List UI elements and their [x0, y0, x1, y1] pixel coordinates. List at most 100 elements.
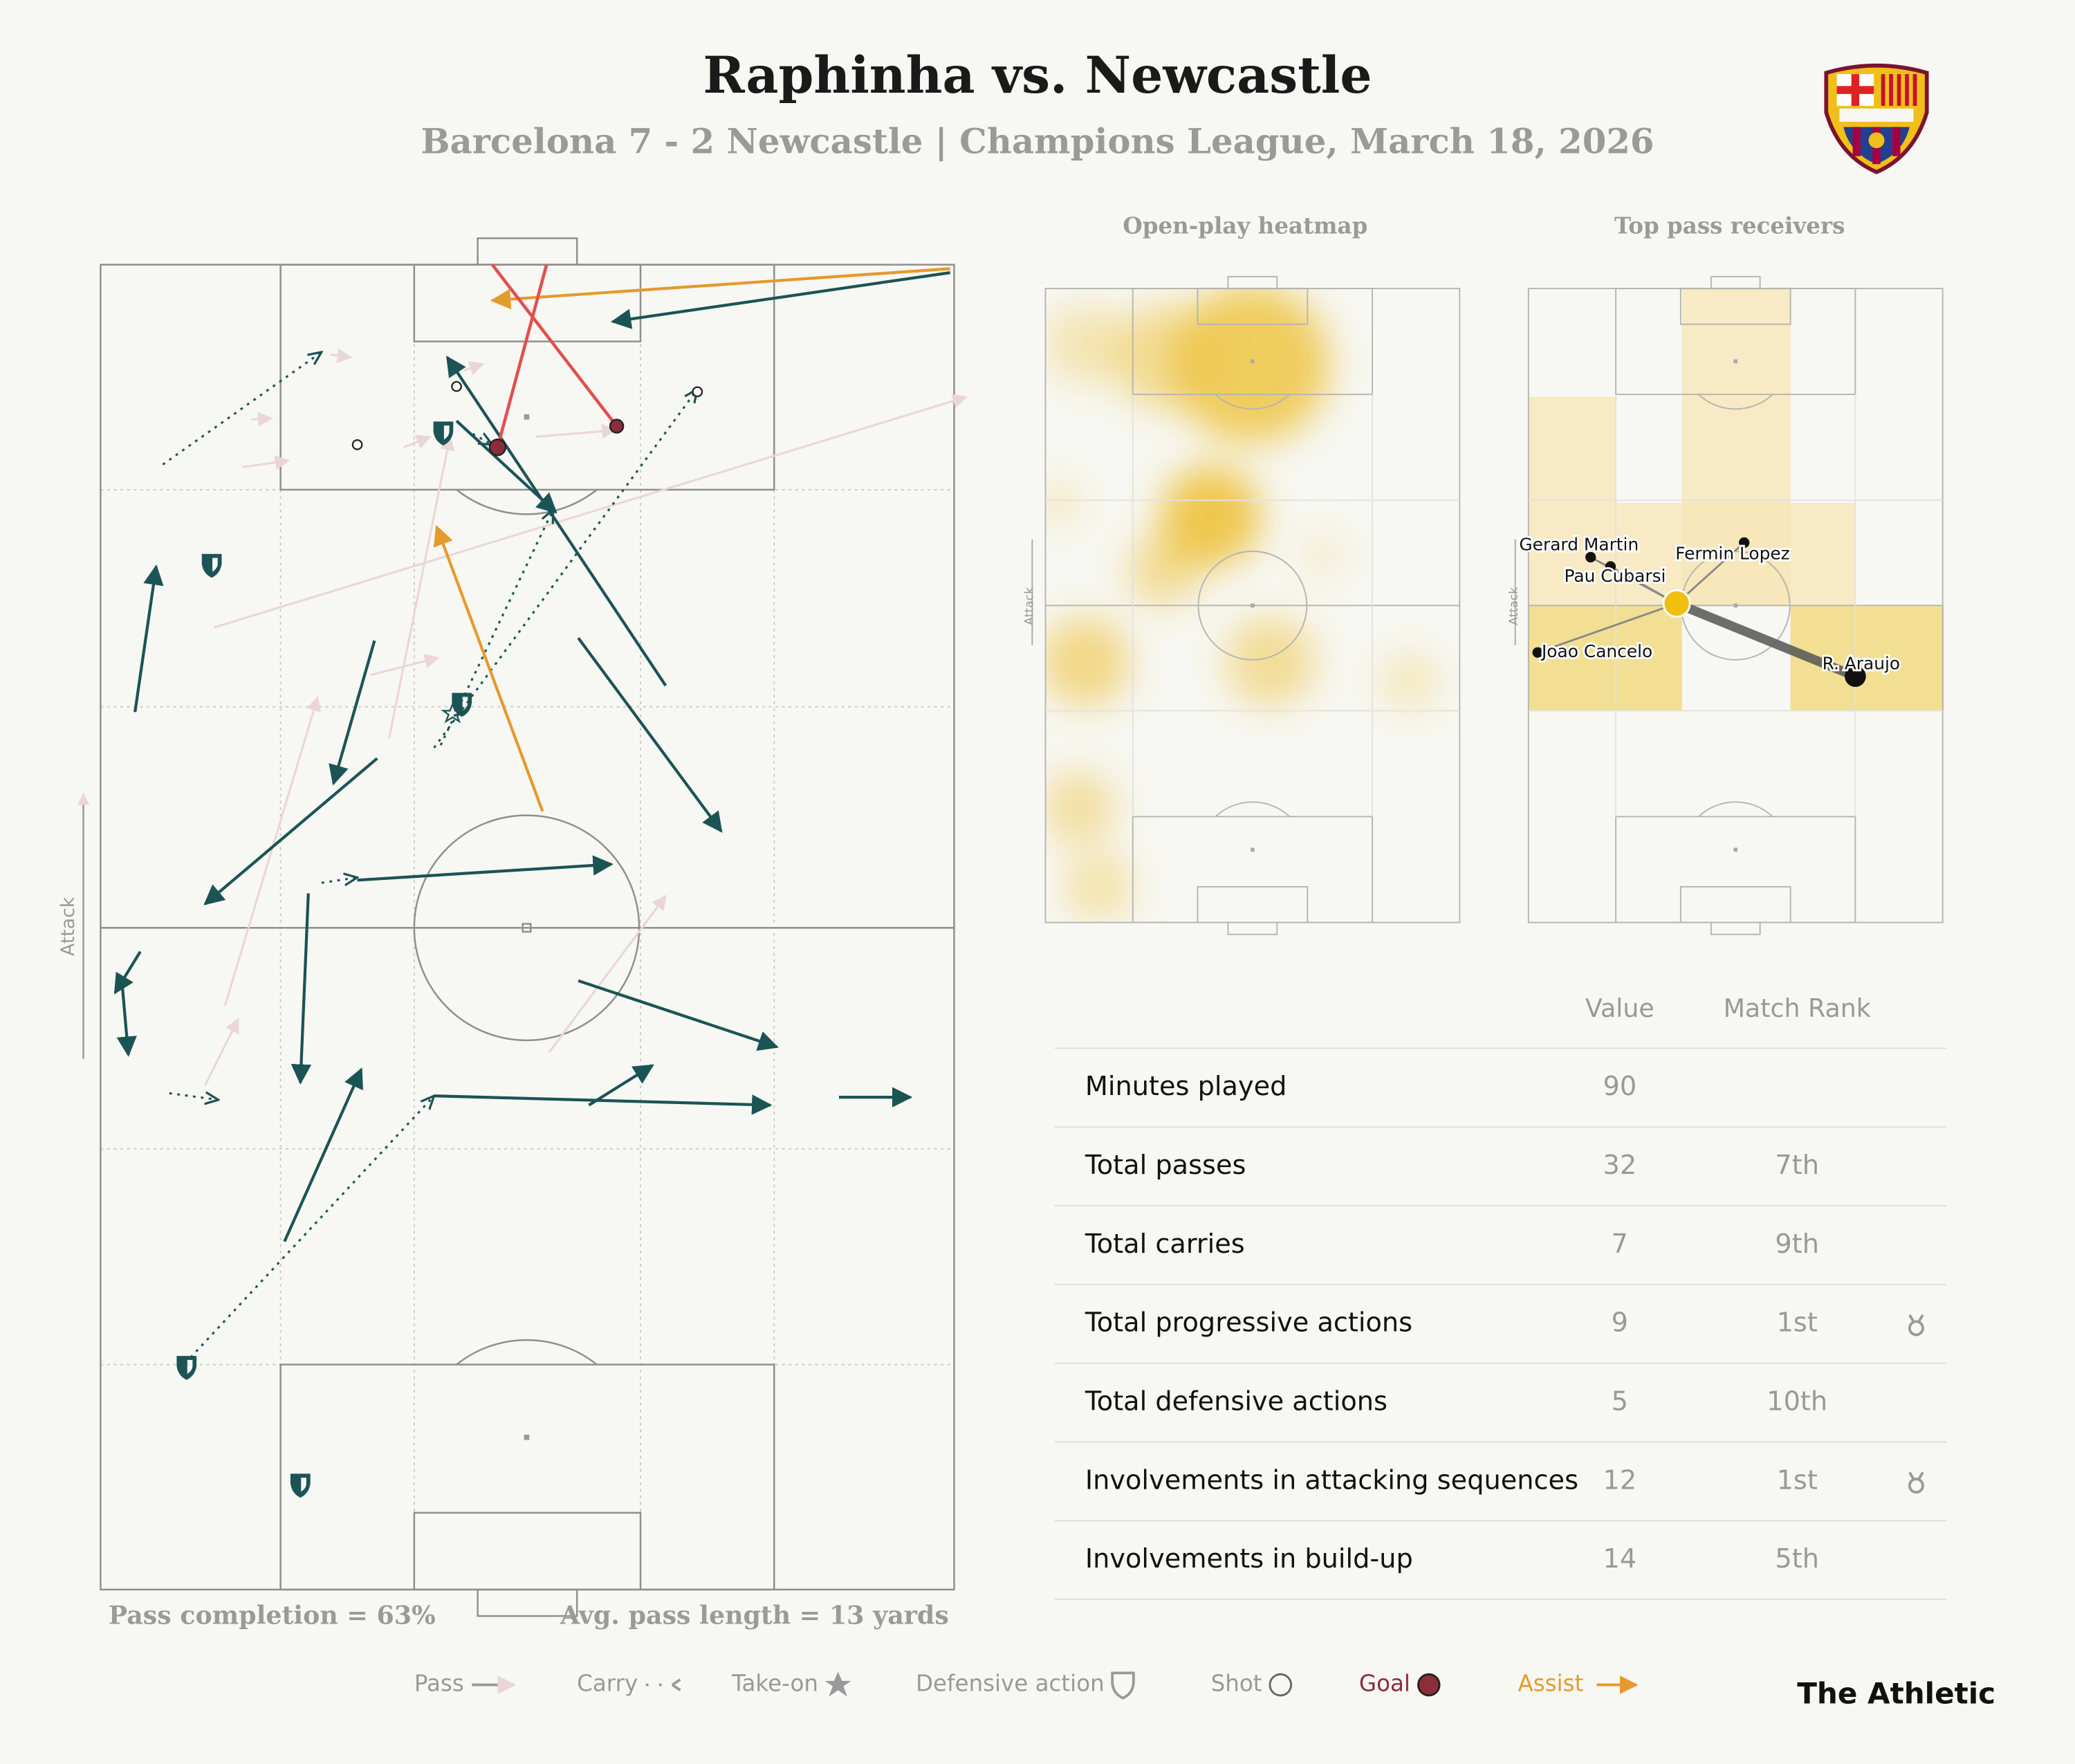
pass [357, 855, 614, 882]
player-node [1662, 589, 1691, 618]
heat-blob [1045, 481, 1080, 524]
receiver-link [1537, 603, 1677, 654]
receiver-name: Pau Cubarsi [1564, 566, 1666, 586]
heat-blob [1064, 852, 1133, 921]
pitch [77, 237, 955, 1617]
legend-label: Assist [1518, 1671, 1584, 1697]
defensive-action [433, 421, 454, 445]
legend-shot [1269, 1673, 1293, 1697]
failed-pass [204, 1018, 239, 1086]
pass [329, 640, 376, 786]
heat-blob [1127, 532, 1202, 607]
legend-label: Carry [577, 1671, 638, 1697]
club-crest [1824, 63, 1929, 174]
receiver-name: Fermin Lopez [1675, 544, 1790, 564]
row-label: Involvements in attacking sequences [1085, 1464, 1578, 1496]
failed-pass [463, 361, 485, 376]
pitch-line [1710, 921, 1761, 935]
heat-blob [1225, 616, 1316, 707]
pass [578, 979, 779, 1051]
row-label: Minutes played [1085, 1071, 1287, 1102]
pitch-spot [1733, 603, 1738, 608]
legend-label: Goal [1359, 1671, 1410, 1697]
shot [692, 386, 703, 398]
pass [455, 419, 557, 514]
medal-icon [1908, 1320, 1924, 1336]
pitch-line [1710, 275, 1761, 290]
row-value: 5 [1612, 1386, 1628, 1417]
pitch-line [1698, 394, 1773, 410]
legend-label: Take-on [731, 1671, 818, 1697]
receiver-name: Joao Cancelo [1540, 641, 1652, 661]
shot [451, 380, 462, 392]
pass [445, 356, 667, 687]
receivers-title: Top pass receivers [1614, 212, 1845, 239]
pass [203, 757, 378, 906]
receiver-name: Gerard Martin [1519, 534, 1639, 554]
pitch-spot [1733, 847, 1738, 852]
row-label: Total passes [1085, 1150, 1246, 1181]
goal-shot [496, 264, 548, 448]
heat-blob [1045, 770, 1116, 845]
goal [609, 419, 625, 434]
assist [433, 524, 544, 812]
heat-blob [1112, 304, 1218, 411]
heat-blob [1045, 616, 1130, 707]
heat-blob [1171, 288, 1330, 443]
row-rank: 1st [1777, 1464, 1818, 1496]
pitch-spot [1251, 847, 1255, 852]
pass [610, 271, 951, 329]
receiver-dot [1845, 665, 1866, 687]
carry [184, 1096, 434, 1364]
row-value: 9 [1612, 1307, 1628, 1339]
table-header: Value [1585, 993, 1654, 1023]
carry [465, 429, 492, 445]
defensive-action [201, 553, 222, 578]
receiver-link [1676, 542, 1745, 605]
shot [351, 439, 363, 450]
pitch-axis-label: Attack [57, 897, 79, 956]
row-rank: 9th [1775, 1229, 1819, 1260]
pitch-line [1197, 550, 1308, 661]
heatmap-pitch [1031, 275, 1461, 935]
receiver-dot [1585, 551, 1596, 563]
row-value: 32 [1603, 1150, 1637, 1181]
row-value: 7 [1612, 1229, 1628, 1260]
row-rank: 10th [1767, 1386, 1827, 1417]
carry [162, 352, 322, 466]
legend-label: Defensive action [916, 1671, 1105, 1697]
medal-icon [1908, 1314, 1924, 1323]
pass [283, 1067, 363, 1242]
receiver-dot [1532, 647, 1543, 658]
row-label: Total progressive actions [1085, 1307, 1412, 1339]
avg-pass-length: Avg. pass length = 13 yards [560, 1601, 949, 1630]
row-rank: 7th [1775, 1150, 1819, 1181]
take-on [441, 701, 465, 724]
row-value: 14 [1603, 1543, 1637, 1574]
failed-pass [223, 696, 321, 1007]
legend-take-on [824, 1671, 851, 1697]
goal-shot [490, 264, 618, 428]
defensive-action [176, 1356, 197, 1380]
failed-pass [214, 394, 968, 629]
failed-pass [535, 423, 617, 439]
failed-pass [548, 894, 667, 1053]
legend-goal [1417, 1673, 1441, 1697]
row-label: Total defensive actions [1085, 1386, 1387, 1417]
receiver-dot [1605, 561, 1616, 572]
failed-pass [251, 412, 273, 427]
receiver-name: R. Araujo [1823, 653, 1901, 673]
pass [113, 950, 142, 995]
legend-label: Pass [414, 1671, 464, 1697]
row-label: Involvements in build-up [1085, 1543, 1413, 1574]
row-rank: 1st [1777, 1307, 1818, 1339]
heatmap-axis-label: Attack [1023, 587, 1037, 625]
failed-pass [387, 435, 455, 739]
heat-blob [1045, 304, 1125, 384]
pitch-spot [1733, 359, 1738, 364]
assist [490, 267, 950, 310]
failed-pass [331, 348, 353, 363]
receiver-link [1675, 599, 1857, 681]
pitch-line [1215, 394, 1291, 410]
medal-icon [1908, 1471, 1924, 1480]
